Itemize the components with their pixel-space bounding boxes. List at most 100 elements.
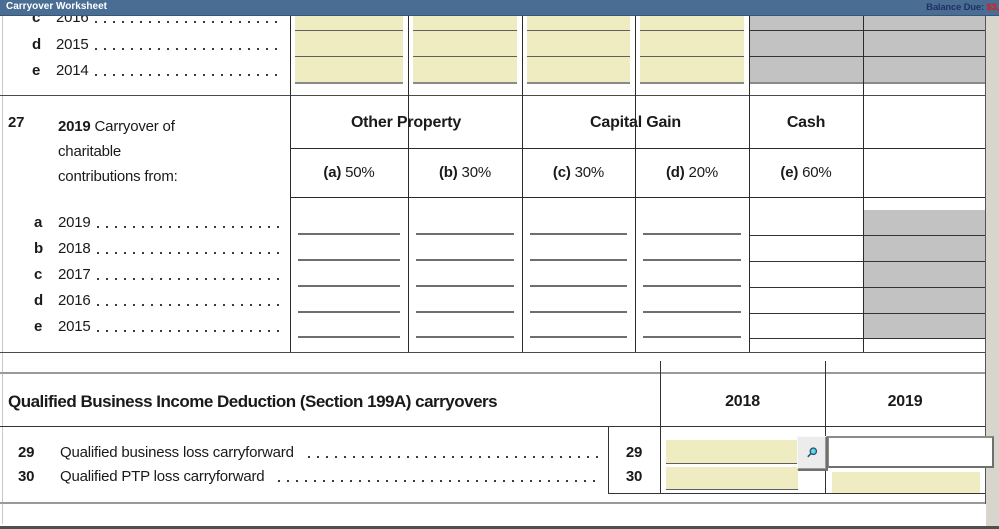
entry-field[interactable] <box>298 336 400 338</box>
header-rule <box>290 148 985 149</box>
entry-field[interactable] <box>643 311 741 313</box>
entry-field[interactable] <box>530 259 627 261</box>
table-border <box>863 15 864 352</box>
row-label: e 2015 <box>34 318 285 335</box>
row-label: a 2019 <box>34 214 285 231</box>
balance-due-amount: $3, <box>986 2 999 13</box>
titlebar[interactable]: Carryover Worksheet Balance Due: $3, <box>0 0 999 16</box>
entry-field[interactable] <box>298 311 400 313</box>
disabled-cell <box>864 57 985 84</box>
entry-field[interactable] <box>530 336 627 338</box>
disabled-cell <box>864 314 985 338</box>
entry-field[interactable] <box>643 259 741 261</box>
section-divider <box>0 95 985 96</box>
row-year: 2018 <box>58 240 91 257</box>
line-27-label-l3: contributions from: <box>58 168 178 185</box>
line-number-30: 30 <box>18 468 35 485</box>
amount-field-30-2018[interactable] <box>666 467 798 490</box>
row-letter: c <box>34 266 43 283</box>
col-header-c: (c) 30% <box>522 164 635 181</box>
magnifier-icon <box>807 447 818 458</box>
line-27-label-l2: charitable <box>58 143 122 160</box>
entry-field[interactable] <box>530 285 627 287</box>
entry-field[interactable] <box>530 233 627 235</box>
col-pct: 30% <box>574 164 605 181</box>
entry-field[interactable] <box>416 259 514 261</box>
col-pct: 50% <box>345 164 375 181</box>
entry-field[interactable] <box>298 233 400 235</box>
input-field[interactable] <box>413 31 517 57</box>
row-line <box>750 235 985 236</box>
input-field[interactable] <box>413 15 517 31</box>
col-header-b: (b) 30% <box>408 164 522 181</box>
qbi-section-title: Qualified Business Income Deduction (Sec… <box>8 392 498 411</box>
entry-field[interactable] <box>416 336 514 338</box>
entry-field[interactable] <box>530 311 627 313</box>
col-tag: (c) <box>552 164 571 181</box>
col-group-other-property: Other Property <box>350 114 462 131</box>
input-field[interactable] <box>640 31 744 57</box>
row-label: c 2017 <box>34 266 285 283</box>
row-line <box>750 287 985 288</box>
row-line <box>750 261 985 262</box>
table-border <box>290 15 291 352</box>
dotted-leader <box>94 48 283 50</box>
col-tag: (d) <box>666 164 685 181</box>
row-year: 2017 <box>58 266 91 283</box>
dotted-leader <box>96 226 283 228</box>
row-letter: c <box>32 9 41 26</box>
input-field[interactable] <box>640 57 744 84</box>
disabled-cell <box>864 31 985 57</box>
entry-field[interactable] <box>416 311 514 313</box>
balance-due-indicator: Balance Due: $3, <box>926 2 999 13</box>
col-pct: 30% <box>461 164 492 181</box>
row-label: d 2015 <box>32 36 285 53</box>
disabled-cell <box>864 288 985 313</box>
row-29-label: Qualified business loss carryforward <box>60 444 294 461</box>
entry-field[interactable] <box>298 285 400 287</box>
col-tag: (e) <box>780 164 799 181</box>
entry-field[interactable] <box>643 233 741 235</box>
row-letter: d <box>32 36 41 53</box>
entry-field[interactable] <box>643 336 741 338</box>
col-tag: (a) <box>323 164 342 181</box>
qbi-col-border <box>825 361 826 493</box>
qbi-rows-bottom <box>608 493 985 494</box>
entry-field[interactable] <box>416 233 514 235</box>
row-label: d 2016 <box>34 292 285 309</box>
worksheet-title: Carryover Worksheet <box>6 1 107 12</box>
dotted-leader <box>96 304 283 306</box>
input-field[interactable] <box>527 57 630 84</box>
row-year: 2016 <box>58 292 91 309</box>
col-header-d: (d) 20% <box>635 164 749 181</box>
entry-field[interactable] <box>298 259 400 261</box>
table-border <box>522 15 523 352</box>
row-label-30: Qualified PTP loss carryforward <box>60 468 602 485</box>
amount-field-29-2018[interactable] <box>666 440 798 464</box>
dotted-leader <box>96 252 283 254</box>
disabled-cell <box>750 57 863 84</box>
qbi-col-border <box>660 361 661 493</box>
table-bottom-rule <box>0 352 985 353</box>
input-field[interactable] <box>413 57 517 84</box>
input-field[interactable] <box>640 15 744 31</box>
form-right-border <box>985 15 986 504</box>
entry-field[interactable] <box>416 285 514 287</box>
input-field[interactable] <box>295 57 403 84</box>
dotted-leader <box>278 480 600 482</box>
amount-field-30-2019[interactable] <box>832 472 980 494</box>
disabled-cell <box>864 15 985 31</box>
row-letter: e <box>32 62 41 79</box>
amount-field-29-2019-input[interactable] <box>827 436 994 468</box>
input-field[interactable] <box>295 31 403 57</box>
line-number-29: 29 <box>18 444 35 461</box>
input-field[interactable] <box>527 31 630 57</box>
right-gutter <box>986 15 999 529</box>
entry-field[interactable] <box>643 285 741 287</box>
disabled-cell <box>750 15 863 31</box>
row-year: 2014 <box>56 62 89 79</box>
input-field[interactable] <box>527 15 630 31</box>
input-field[interactable] <box>295 15 403 31</box>
quickzoom-button[interactable] <box>797 436 827 470</box>
